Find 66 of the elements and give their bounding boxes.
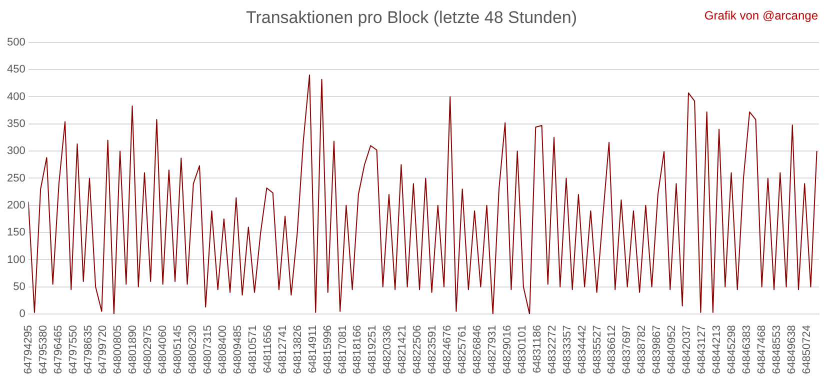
x-tick-label: 64798635 <box>82 325 94 374</box>
x-tick-label: 64836612 <box>606 325 618 374</box>
x-tick-label: 64812741 <box>276 325 289 374</box>
x-tick-label: 64843127 <box>696 325 708 374</box>
x-tick-label: 64837697 <box>621 325 634 374</box>
y-tick-label: 500 <box>6 36 26 48</box>
x-tick-label: 64834442 <box>576 325 588 374</box>
x-tick-label: 64808400 <box>216 325 229 374</box>
y-tick-label: 50 <box>13 280 26 293</box>
x-tick-label: 64818166 <box>352 325 364 374</box>
chart-title: Transaktionen pro Block (letzte 48 Stunden) <box>246 8 578 27</box>
x-tick-label: 64795380 <box>37 325 50 374</box>
x-tick-label: 64820336 <box>382 325 394 374</box>
x-tick-label: 64844213 <box>711 325 724 374</box>
x-tick-label: 64797550 <box>67 325 80 374</box>
x-tick-label: 64822506 <box>412 325 424 374</box>
x-tick-label: 64804060 <box>157 325 170 374</box>
x-tick-label: 64802975 <box>142 325 154 374</box>
x-tick-label: 64831186 <box>531 325 544 374</box>
x-tick-label: 64809485 <box>232 325 244 374</box>
x-tick-label: 64794295 <box>22 325 34 374</box>
x-tick-label: 64840952 <box>666 325 678 374</box>
x-tick-label: 64806230 <box>187 325 200 374</box>
x-tick-label: 64796465 <box>52 325 64 374</box>
x-tick-label: 64814911 <box>306 325 319 374</box>
y-tick-label: 0 <box>19 308 26 320</box>
x-tick-label: 64821421 <box>396 325 409 374</box>
x-tick-label: 64827931 <box>486 325 498 374</box>
x-tick-label: 64839867 <box>651 325 664 374</box>
x-tick-label: 64823591 <box>426 325 439 374</box>
x-tick-label: 64845298 <box>726 325 738 374</box>
y-tick-label: 150 <box>6 226 26 239</box>
x-tick-label: 64850724 <box>800 325 813 374</box>
x-tick-label: 64813826 <box>292 325 304 374</box>
x-tick-label: 64832272 <box>546 325 558 374</box>
y-tick-label: 400 <box>6 90 26 103</box>
x-tick-label: 64825761 <box>456 325 469 374</box>
y-tick-label: 250 <box>6 172 26 184</box>
x-tick-label: 64847468 <box>756 325 768 374</box>
x-tick-label: 64826846 <box>471 325 484 374</box>
x-tick-label: 64838782 <box>636 325 648 374</box>
x-tick-label: 64842037 <box>681 325 694 374</box>
x-tick-label: 64833357 <box>561 325 574 374</box>
y-tick-label: 100 <box>6 254 26 266</box>
y-tick-label: 200 <box>6 199 26 212</box>
x-tick-label: 64835527 <box>591 325 604 374</box>
x-tick-label: 64824676 <box>442 325 454 374</box>
y-tick-label: 450 <box>6 64 26 76</box>
x-tick-label: 64801890 <box>127 325 140 374</box>
y-tick-label: 300 <box>6 145 26 158</box>
x-tick-label: 64810571 <box>246 325 259 374</box>
x-tick-label: 64811656 <box>262 325 274 374</box>
x-tick-label: 64819251 <box>366 325 379 374</box>
x-tick-label: 64846383 <box>741 325 754 374</box>
x-tick-label: 64817081 <box>336 325 349 374</box>
x-tick-label: 64848553 <box>770 325 783 374</box>
x-tick-label: 64849638 <box>786 325 798 374</box>
y-tick-label: 350 <box>6 118 26 130</box>
x-tick-label: 64807315 <box>202 325 214 374</box>
x-tick-label: 64800805 <box>112 325 124 374</box>
text: Grafik von @arcange <box>704 8 818 22</box>
x-tick-label: 64829016 <box>501 325 514 374</box>
x-tick-label: 64830101 <box>516 325 528 374</box>
x-tick-label: 64799720 <box>97 325 110 374</box>
x-tick-label: 64815996 <box>322 325 334 374</box>
x-tick-label: 64805145 <box>172 325 184 374</box>
